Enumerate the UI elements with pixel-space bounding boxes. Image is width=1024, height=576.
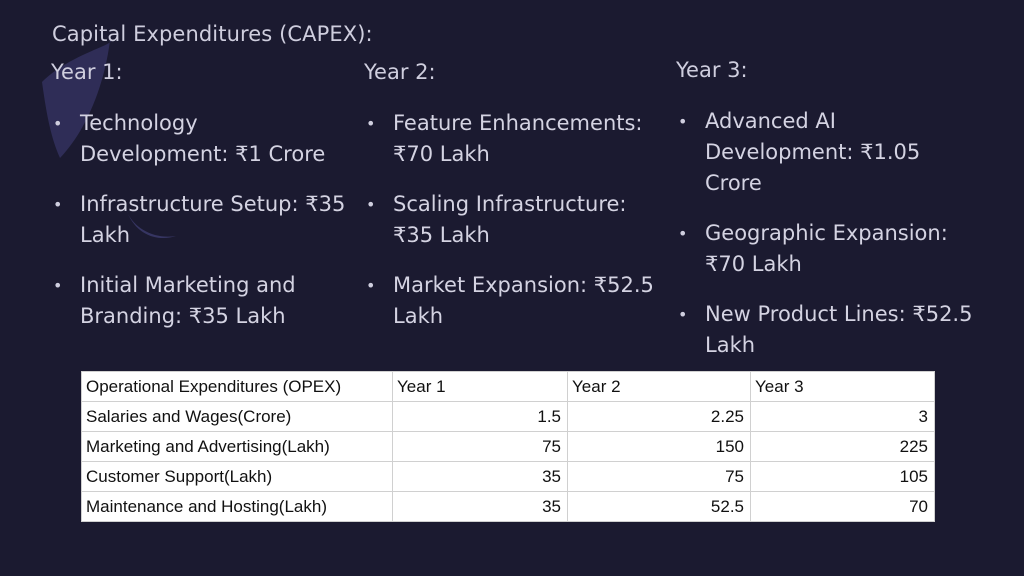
year-3-heading: Year 3: — [676, 58, 748, 82]
table-cell: Salaries and Wages(Crore) — [81, 401, 393, 432]
bullet-icon: • — [366, 114, 376, 133]
table-cell: Maintenance and Hosting(Lakh) — [81, 491, 393, 522]
capex-year-2-column: Year 2: • Feature Enhancements: ₹70 Lakh … — [364, 60, 664, 351]
bullet-icon: • — [53, 114, 63, 133]
table-cell: 75 — [567, 461, 751, 492]
table-cell: 35 — [392, 491, 568, 522]
table-cell: Marketing and Advertising(Lakh) — [81, 431, 393, 462]
bullet-item: • Geographic Expansion: ₹70 Lakh — [676, 218, 976, 280]
bullet-item: • Infrastructure Setup: ₹35 Lakh — [51, 189, 351, 251]
year-1-bullet-list: • Technology Development: ₹1 Crore • Infra… — [51, 108, 351, 332]
bullet-item: • New Product Lines: ₹52.5 Lakh — [676, 299, 976, 361]
bullet-item: • Scaling Infrastructure: ₹35 Lakh — [364, 189, 664, 251]
capex-year-1-column: Year 1: • Technology Development: ₹1 Cror… — [51, 60, 351, 351]
table-cell: 150 — [567, 431, 751, 462]
table-row: Maintenance and Hosting(Lakh) 35 52.5 70 — [81, 491, 935, 522]
capex-year-3-column: Year 3: • Advanced AI Development: ₹1.05 … — [676, 58, 976, 380]
table-cell: 1.5 — [392, 401, 568, 432]
table-cell: 3 — [750, 401, 935, 432]
bullet-item: • Advanced AI Development: ₹1.05 Crore — [676, 106, 976, 199]
table-header-cell: Year 3 — [750, 371, 935, 402]
table-cell: 52.5 — [567, 491, 751, 522]
bullet-icon: • — [678, 112, 688, 131]
bullet-icon: • — [678, 305, 688, 324]
table-cell: 70 — [750, 491, 935, 522]
table-cell: Customer Support(Lakh) — [81, 461, 393, 492]
table-cell: 2.25 — [567, 401, 751, 432]
bullet-icon: • — [678, 224, 688, 243]
bullet-item: • Technology Development: ₹1 Crore — [51, 108, 351, 170]
table-header-cell: Year 1 — [392, 371, 568, 402]
table-cell: 225 — [750, 431, 935, 462]
bullet-icon: • — [366, 195, 376, 214]
bullet-item: • Market Expansion: ₹52.5 Lakh — [364, 270, 664, 332]
table-header-row: Operational Expenditures (OPEX) Year 1 Y… — [81, 371, 935, 402]
bullet-icon: • — [366, 276, 376, 295]
table-row: Customer Support(Lakh) 35 75 105 — [81, 461, 935, 492]
table-row: Salaries and Wages(Crore) 1.5 2.25 3 — [81, 401, 935, 432]
bullet-icon: • — [53, 195, 63, 214]
opex-table: Operational Expenditures (OPEX) Year 1 Y… — [81, 371, 935, 522]
year-3-bullet-list: • Advanced AI Development: ₹1.05 Crore • G… — [676, 106, 976, 361]
slide-title: Capital Expenditures (CAPEX): — [52, 22, 373, 46]
table-row: Marketing and Advertising(Lakh) 75 150 2… — [81, 431, 935, 462]
table-cell: 75 — [392, 431, 568, 462]
table-header-cell: Operational Expenditures (OPEX) — [81, 371, 393, 402]
year-1-heading: Year 1: — [51, 60, 123, 84]
bullet-item: • Initial Marketing and Branding: ₹35 Lak… — [51, 270, 351, 332]
bullet-item: • Feature Enhancements: ₹70 Lakh — [364, 108, 664, 170]
table-cell: 105 — [750, 461, 935, 492]
bullet-icon: • — [53, 276, 63, 295]
table-cell: 35 — [392, 461, 568, 492]
year-2-bullet-list: • Feature Enhancements: ₹70 Lakh • Scaling… — [364, 108, 664, 332]
year-2-heading: Year 2: — [364, 60, 436, 84]
table-header-cell: Year 2 — [567, 371, 751, 402]
